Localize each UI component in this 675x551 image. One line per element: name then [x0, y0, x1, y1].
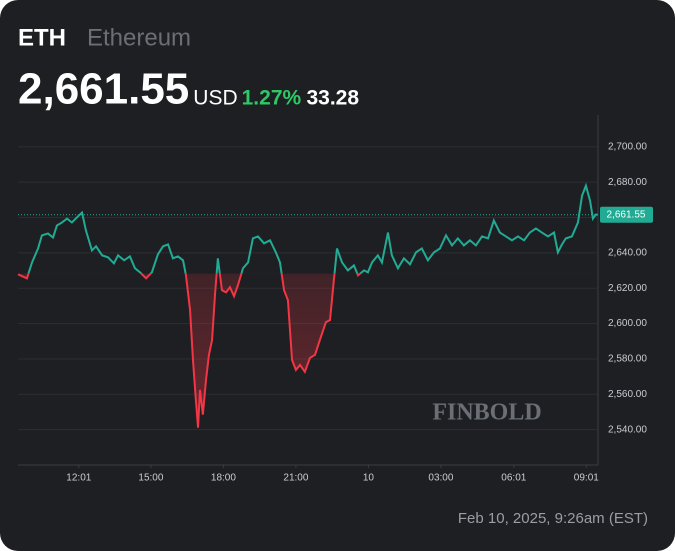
x-tick-label: 09:01	[574, 473, 599, 484]
y-tick-label: 2,580.00	[608, 354, 647, 365]
x-tick-label: 21:00	[283, 473, 308, 484]
last-price-box	[600, 206, 653, 223]
timestamp: Feb 10, 2025, 9:26am (EST)	[458, 510, 648, 527]
area-fill	[18, 273, 598, 428]
x-tick-label: 12:01	[66, 473, 91, 484]
price: 2,661.55	[18, 65, 189, 114]
y-tick-label: 2,560.00	[608, 389, 647, 400]
y-tick-label: 2,640.00	[608, 248, 647, 259]
x-tick-label: 10	[363, 473, 375, 484]
x-tick-label: 03:00	[428, 473, 453, 484]
y-tick-label: 2,680.00	[608, 177, 647, 188]
x-tick-label: 06:01	[501, 473, 526, 484]
y-tick-label: 2,540.00	[608, 424, 647, 435]
change-percent: 1.27%	[242, 87, 302, 110]
y-tick-label: 2,620.00	[608, 283, 647, 294]
price-line	[18, 182, 599, 274]
y-tick-label: 2,700.00	[608, 141, 647, 152]
x-tick-label: 18:00	[211, 473, 236, 484]
x-tick-label: 15:00	[138, 473, 163, 484]
currency: USD	[193, 87, 237, 110]
price-line	[17, 273, 369, 428]
last-price-label: 2,661.55	[607, 209, 646, 220]
y-tick-label: 2,600.00	[608, 318, 647, 329]
watermark: FINBOLD	[432, 400, 541, 426]
symbol: ETH	[18, 24, 66, 51]
change: 33.28	[306, 87, 359, 110]
asset-name: Ethereum	[87, 24, 191, 51]
